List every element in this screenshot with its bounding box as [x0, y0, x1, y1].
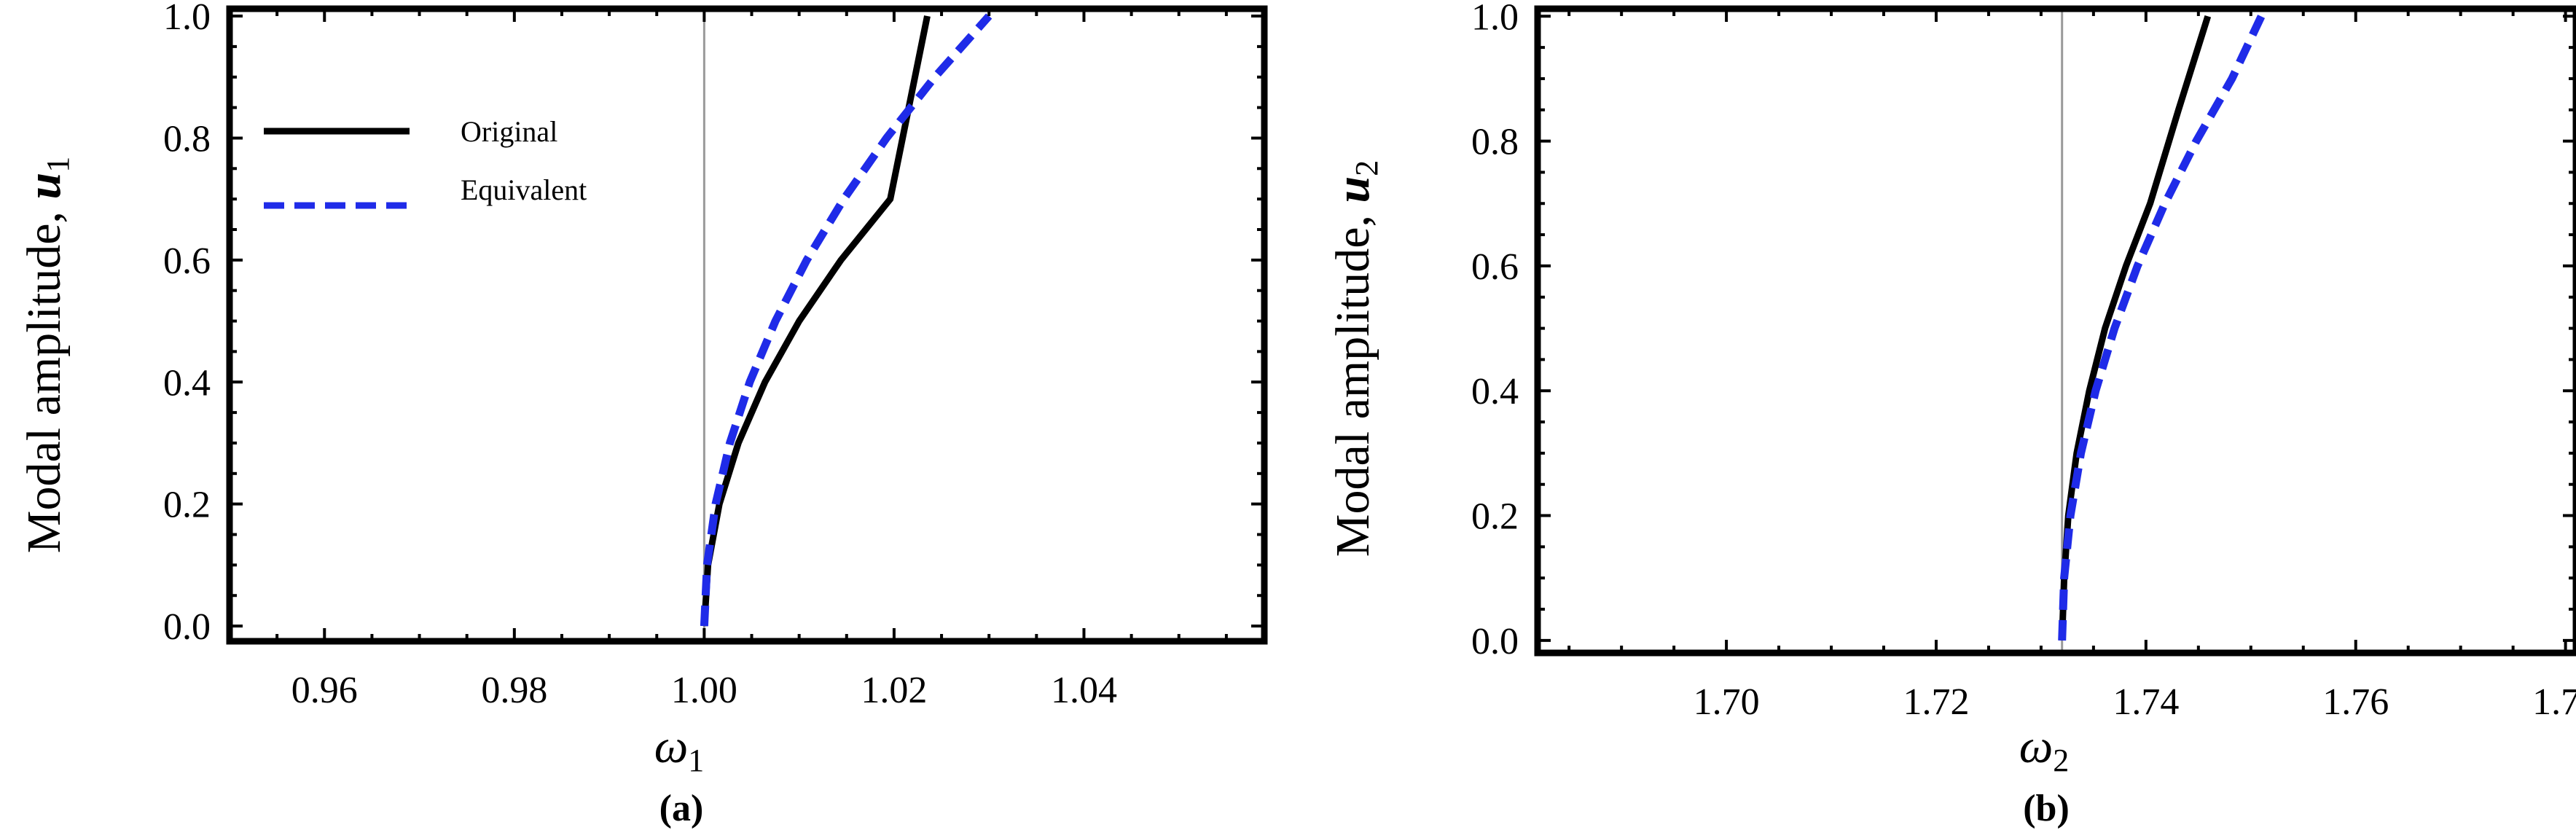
panel-b: 1.70 1.72 1.74 1.76 1.78 0.0 0.2 0.4 0.6 0.8 1.0 M…: [1326, 0, 2576, 829]
legend-label-original: Original: [461, 115, 557, 148]
panel-a-ytick-label: 0.0: [163, 606, 211, 648]
panel-b-ticks: [1538, 9, 2576, 653]
panel-b-ytick-label: 0.6: [1471, 246, 1519, 288]
panel-b-ytick-label: 0.2: [1471, 496, 1519, 538]
panel-b-xtick-label: 1.78: [2532, 681, 2576, 723]
panel-a-series-equivalent: [700, 13, 993, 627]
panel-b-ytick-label: 0.8: [1471, 122, 1519, 163]
panel-b-ylabel-var: u: [1326, 176, 1379, 203]
panel-a-xlabel: ω1: [654, 720, 705, 778]
panel-b-curves: [2058, 9, 2266, 653]
panel-b-xlabel: ω2: [2019, 720, 2070, 778]
panel-a-xtick-label: 1.04: [1051, 670, 1117, 711]
panel-b-ylabel-text: Modal amplitude,: [1326, 203, 1379, 557]
panel-b-xtick-label: 1.76: [2322, 681, 2389, 723]
panel-b-xlabel-var: ω: [2019, 720, 2054, 773]
panel-a-xtick-label: 0.98: [481, 670, 547, 711]
panel-a-curves: [700, 9, 993, 641]
panel-a-tag: (a): [659, 788, 704, 829]
panel-a-ytick-label: 0.2: [163, 485, 211, 526]
panel-a-ylabel: Modal amplitude, u1: [17, 157, 76, 553]
panel-b-tick-labels: 1.70 1.72 1.74 1.76 1.78 0.0 0.2 0.4 0.6 0.8 1.0: [1471, 0, 2576, 723]
panel-a-ytick-label: 1.0: [163, 0, 211, 38]
panel-a-ytick-label: 0.6: [163, 240, 211, 282]
panel-a-xtick-label: 1.00: [671, 670, 737, 711]
panel-a-ylabel-sub: 1: [40, 157, 76, 173]
panel-a: 0.96 0.98 1.00 1.02 1.04 0.0 0.2 0.4 0.6 0.8 1.0 O…: [17, 0, 1268, 829]
panel-a-xlabel-var: ω: [654, 720, 689, 773]
panel-a-series-original: [700, 15, 931, 627]
panel-a-frame: [226, 5, 1268, 645]
panel-b-xtick-label: 1.72: [1903, 681, 1969, 723]
panel-a-ytick-label: 0.8: [163, 118, 211, 160]
panel-b-xtick-label: 1.70: [1694, 681, 1760, 723]
panel-b-ylabel: Modal amplitude, u2: [1326, 160, 1385, 557]
panel-a-ytick-label: 0.4: [163, 362, 211, 404]
panel-b-ylabel-sub: 2: [1349, 160, 1385, 176]
panel-a-xtick-label: 1.02: [861, 670, 927, 711]
panel-b-series-equivalent: [2058, 14, 2266, 641]
panel-a-ylabel-text: Modal amplitude,: [17, 199, 71, 553]
panel-a-ticks: [228, 9, 1264, 641]
panel-b-series-original: [2059, 15, 2212, 641]
panel-a-ylabel-var: u: [17, 173, 71, 200]
panel-a-legend: Original Equivalent: [264, 115, 587, 209]
panel-a-xlabel-sub: 1: [688, 743, 704, 778]
panel-a-xtick-label: 0.96: [291, 670, 358, 711]
panel-b-tag: (b): [2023, 788, 2070, 829]
panel-b-xlabel-sub: 2: [2053, 743, 2069, 778]
legend-label-equivalent: Equivalent: [461, 173, 587, 206]
panel-a-tick-labels: 0.96 0.98 1.00 1.02 1.04 0.0 0.2 0.4 0.6 0.8 1.0: [163, 0, 1117, 711]
panel-b-frame: [1534, 5, 2576, 657]
panel-b-xtick-label: 1.74: [2113, 681, 2179, 723]
panel-b-ytick-label: 0.4: [1471, 371, 1519, 412]
panel-b-ytick-label: 0.0: [1471, 621, 1519, 662]
panel-b-ytick-label: 1.0: [1471, 0, 1519, 38]
